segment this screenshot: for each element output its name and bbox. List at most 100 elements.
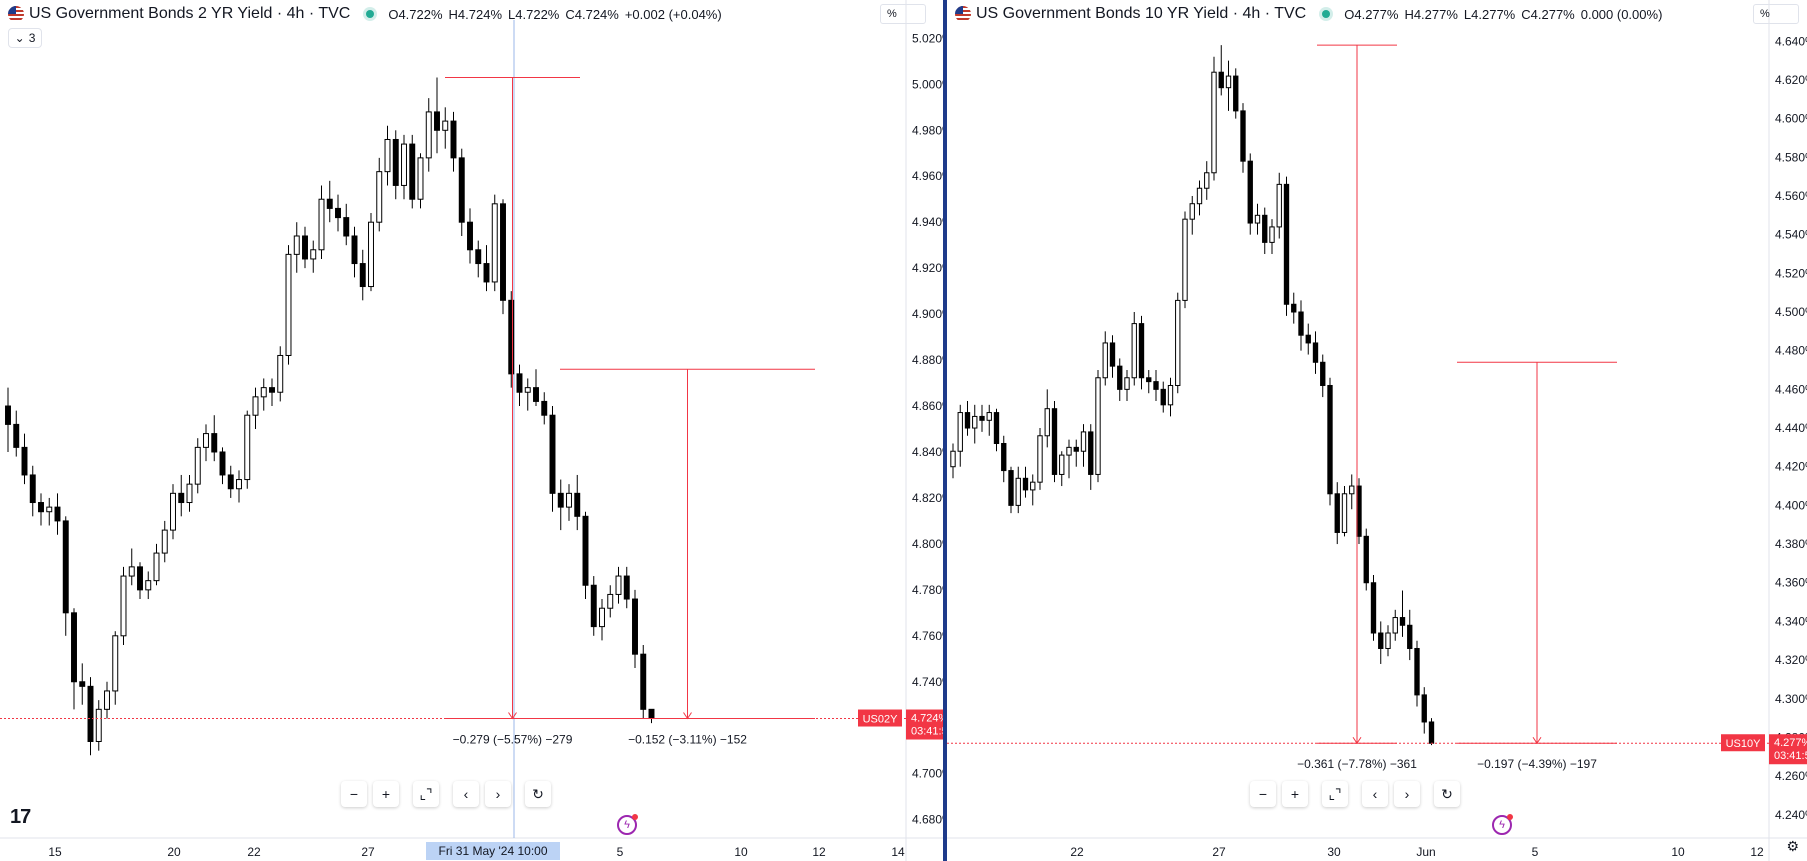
lightning-icon[interactable]: ϟ	[617, 814, 638, 835]
x-tick-label: 10	[734, 845, 748, 859]
symbol-tag-badge	[1721, 734, 1765, 752]
candle-down	[483, 263, 490, 283]
ohlc-close: C4.277%	[1521, 6, 1575, 22]
reset-chart-button[interactable]: ↻	[1434, 781, 1460, 807]
y-tick-label: 4.240%	[1775, 808, 1807, 822]
y-tick-label: 4.940%	[912, 215, 943, 229]
market-status-icon[interactable]	[1322, 10, 1331, 18]
market-status-icon[interactable]	[366, 10, 375, 18]
tradingview-logo[interactable]: 17	[10, 806, 31, 828]
candle-down	[1291, 303, 1297, 313]
candlestick-chart-us10y[interactable]: 4.640% 4.620% 4.600% 4.580% 4.560% 4.540% 4.52…	[947, 0, 1807, 861]
candle-down	[1407, 624, 1413, 649]
measure-arrowhead	[1352, 736, 1362, 745]
countdown-label: 03:41:58	[911, 726, 943, 738]
candle-down	[326, 198, 333, 209]
candle-up	[376, 171, 383, 223]
candle-down	[1138, 323, 1145, 379]
scroll-left-button[interactable]: ‹	[1362, 781, 1388, 807]
candle-up	[1392, 617, 1398, 634]
pane-separator[interactable]	[943, 0, 947, 861]
candle-down	[5, 405, 11, 425]
fit-chart-button[interactable]: ⌞⌝	[1322, 781, 1348, 807]
candle-up	[293, 235, 300, 255]
legend-us02y[interactable]: US Government Bonds 2 YR Yield · 4h · TV…	[8, 4, 722, 24]
candle-up	[491, 203, 498, 283]
candle-up	[384, 138, 391, 173]
candle-up	[194, 446, 201, 485]
x-tick-label: 15	[48, 845, 62, 859]
candle-down	[392, 138, 399, 186]
candle-down	[1153, 381, 1159, 390]
candle-up	[1204, 172, 1210, 189]
scale-mode-button[interactable]: %	[880, 4, 926, 24]
candle-down	[500, 203, 506, 301]
candle-down	[1109, 342, 1116, 367]
candle-up	[1196, 187, 1203, 205]
crosshair-time-label: Fri 31 May '24 10:00	[438, 844, 547, 858]
candle-up	[566, 492, 572, 508]
legend-us10y[interactable]: US Government Bonds 10 YR Yield · 4h · T…	[955, 4, 1662, 24]
chevron-down-icon: ⌄	[14, 31, 25, 45]
candle-up	[1167, 384, 1174, 406]
candlestick-chart-us02y[interactable]: 5.020% 5.000% 4.980% 4.960% 4.940% 4.920% 4.90…	[0, 0, 943, 861]
candle-up	[1102, 342, 1108, 379]
ohlc-open: O4.277%	[1344, 6, 1399, 22]
symbol-title: US Government Bonds 10 YR Yield · 4h · T…	[976, 5, 1307, 22]
us-flag-icon	[8, 6, 24, 22]
indicators-collapse-button[interactable]: ⌄ 3	[8, 28, 42, 48]
zoom-in-button[interactable]: +	[1282, 781, 1308, 807]
symbol-title: US Government Bonds 2 YR Yield · 4h · TV…	[29, 5, 351, 22]
scroll-right-button[interactable]: ›	[485, 781, 511, 807]
gear-icon[interactable]: ⚙	[1786, 838, 1799, 854]
price-badge	[1769, 734, 1807, 765]
candle-down	[219, 451, 226, 476]
zoom-out-button[interactable]: −	[1250, 781, 1276, 807]
candle-down	[475, 249, 482, 265]
candle-up	[1175, 299, 1181, 386]
candle-up	[128, 566, 135, 577]
candle-up	[615, 575, 622, 595]
fit-chart-button[interactable]: ⌞⌝	[413, 781, 439, 807]
y-tick-label: 4.900%	[912, 307, 943, 321]
candle-up	[153, 552, 160, 582]
candle-up	[1030, 481, 1036, 491]
y-tick-label: 4.260%	[1775, 769, 1807, 783]
candle-down	[302, 235, 308, 260]
candle-up	[203, 433, 209, 448]
candle-down	[582, 515, 589, 586]
candle-down	[62, 520, 69, 614]
candle-up	[957, 412, 963, 452]
candle-up	[170, 492, 176, 531]
scroll-left-button[interactable]: ‹	[453, 781, 479, 807]
candle-up	[972, 415, 978, 429]
scale-mode-button[interactable]: %	[1753, 4, 1799, 24]
scale-unit: %	[887, 8, 897, 20]
chart-pane-us02y[interactable]: 5.020% 5.000% 4.980% 4.960% 4.940% 4.920% 4.90…	[0, 0, 943, 861]
candle-up	[244, 414, 251, 481]
candle-up	[401, 143, 407, 186]
ohlc-values: O4.722% H4.724% L4.722% C4.724% +0.002 (…	[388, 7, 721, 22]
y-tick-label: 4.840%	[912, 445, 943, 459]
reset-chart-button[interactable]: ↻	[525, 781, 551, 807]
candle-up	[1124, 377, 1130, 390]
zoom-in-button[interactable]: +	[373, 781, 399, 807]
zoom-out-button[interactable]: −	[341, 781, 367, 807]
candle-up	[607, 593, 614, 609]
candle-up	[368, 221, 374, 288]
chevron-left-icon: ‹	[463, 786, 469, 802]
candle-down	[79, 681, 86, 687]
scroll-right-button[interactable]: ›	[1394, 781, 1420, 807]
lightning-icon[interactable]: ϟ	[1492, 814, 1513, 835]
chart-pane-us10y[interactable]: 4.640% 4.620% 4.600% 4.580% 4.560% 4.540% 4.52…	[947, 0, 1807, 861]
ohlc-low: L4.722%	[508, 6, 560, 22]
candle-up	[310, 249, 317, 260]
candle-up	[599, 607, 605, 628]
symbol-tag-badge	[858, 709, 902, 727]
plus-icon: +	[381, 786, 391, 802]
y-tick-label: 5.020%	[912, 31, 943, 45]
candle-down	[450, 120, 457, 159]
plus-icon: +	[1290, 786, 1300, 802]
y-tick-label: 4.820%	[912, 491, 943, 505]
candle-down	[993, 412, 1000, 445]
